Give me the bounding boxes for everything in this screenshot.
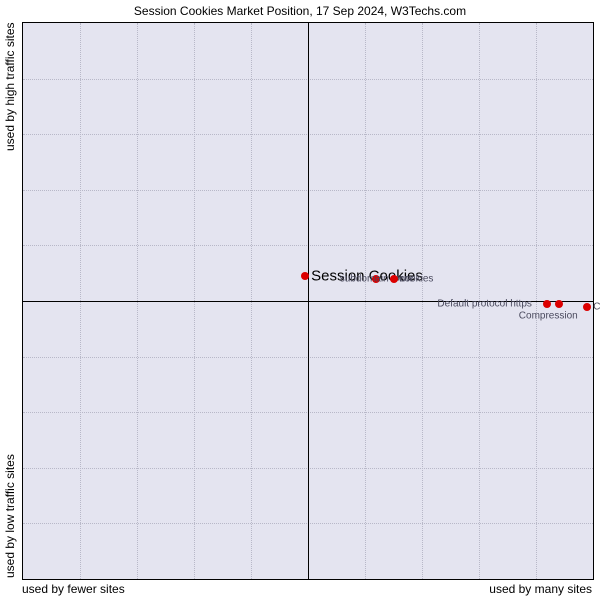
marker-label-cookies: cookies [400, 273, 434, 284]
marker-label-compression: Compression [519, 310, 578, 321]
chart-container: Session Cookies Market Position, 17 Sep … [0, 0, 600, 600]
marker-css [583, 303, 591, 311]
marker-label-default-https: Default protocol https [437, 298, 532, 309]
plot-area: Session Cookiessubdomain wwwcookiesDefau… [22, 22, 594, 580]
marker-label-css: CSS [593, 301, 600, 312]
marker-default-https [543, 300, 551, 308]
y-axis-label-bottom: used by low traffic sites [2, 300, 18, 578]
x-axis-label-right: used by many sites [489, 582, 592, 596]
x-axis-label-left: used by fewer sites [22, 582, 125, 596]
marker-cookies [390, 275, 398, 283]
chart-title: Session Cookies Market Position, 17 Sep … [0, 4, 600, 18]
marker-session-cookies [301, 272, 309, 280]
marker-compression [555, 300, 563, 308]
y-axis-label-top: used by high traffic sites [2, 22, 18, 300]
